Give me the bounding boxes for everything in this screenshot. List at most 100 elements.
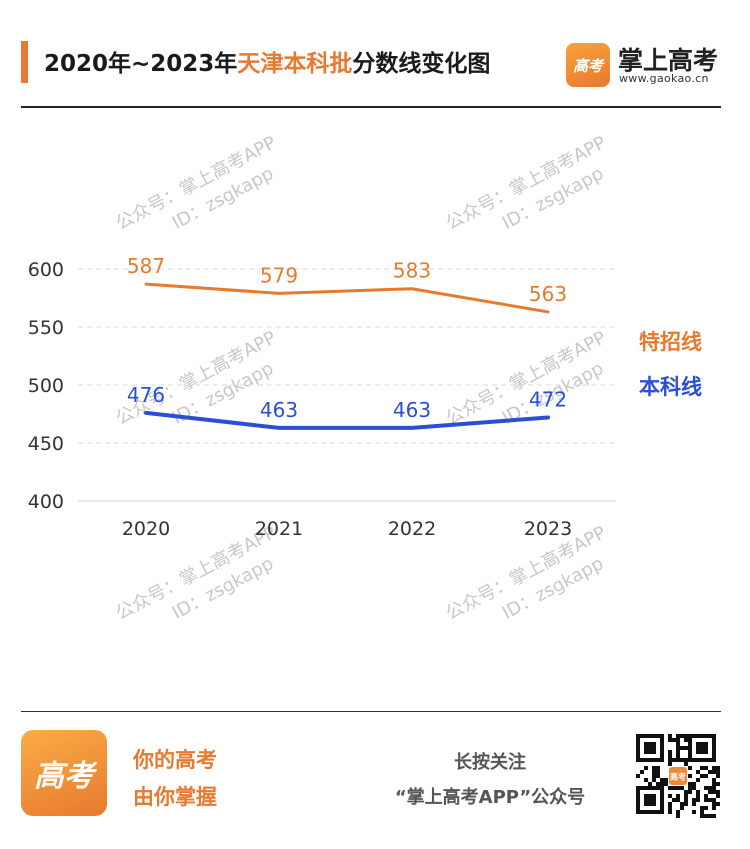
qr-module xyxy=(668,762,672,766)
qr-module xyxy=(676,810,680,814)
axis-layer: 400 450 500 550 600 2020 2021 2022 2023 xyxy=(28,259,572,540)
x-tick-label: 2020 xyxy=(122,518,170,540)
qr-module xyxy=(692,782,696,786)
qr-module xyxy=(672,798,676,802)
qr-module xyxy=(668,786,672,790)
qr-module xyxy=(700,806,704,810)
qr-module xyxy=(700,774,704,778)
qr-module xyxy=(696,778,700,782)
qr-module xyxy=(652,770,656,774)
brand-logo-icon: 高考 xyxy=(566,43,610,87)
qr-code-icon[interactable]: 高考 xyxy=(636,734,720,818)
qr-module xyxy=(688,766,692,770)
qr-module xyxy=(672,786,676,790)
qr-module xyxy=(716,770,720,774)
title-suffix: 分数线变化图 xyxy=(352,51,491,77)
brand-logo[interactable]: 高考 掌上高考 www.gaokao.cn xyxy=(566,41,736,91)
qr-module xyxy=(716,782,720,786)
follow-line2: “掌上高考APP”公众号 xyxy=(394,787,586,808)
qr-module xyxy=(684,794,688,798)
title-prefix: 2020年~2023年 xyxy=(44,51,238,77)
qr-module xyxy=(688,786,692,790)
qr-module xyxy=(696,790,700,794)
qr-module xyxy=(676,746,680,750)
data-point xyxy=(411,288,413,290)
qr-module xyxy=(664,782,668,786)
legend-item: 本科线 xyxy=(639,375,702,399)
qr-module xyxy=(656,782,660,786)
qr-finder xyxy=(644,742,656,754)
qr-module xyxy=(712,786,716,790)
page-title: 2020年~2023年天津本科批分数线变化图 xyxy=(44,44,490,78)
qr-module xyxy=(668,734,672,738)
data-label: 463 xyxy=(260,398,298,422)
data-label: 563 xyxy=(529,282,567,306)
data-label: 579 xyxy=(260,263,298,287)
data-label: 472 xyxy=(529,387,567,411)
qr-module xyxy=(684,758,688,762)
qr-module xyxy=(668,794,672,798)
qr-module xyxy=(692,802,696,806)
qr-module xyxy=(708,790,712,794)
qr-module xyxy=(680,746,684,750)
qr-module xyxy=(676,786,680,790)
follow-line1: 长按关注 xyxy=(454,752,526,773)
qr-module xyxy=(704,798,708,802)
footer-divider xyxy=(21,711,721,712)
qr-module xyxy=(716,774,720,778)
qr-module xyxy=(668,754,672,758)
qr-finder xyxy=(644,794,656,806)
qr-module xyxy=(712,814,716,818)
qr-module xyxy=(636,774,640,778)
qr-module xyxy=(712,782,716,786)
qr-module xyxy=(700,766,704,770)
qr-module xyxy=(696,798,700,802)
qr-module xyxy=(700,810,704,814)
qr-module xyxy=(680,806,684,810)
data-label: 463 xyxy=(393,398,431,422)
qr-module xyxy=(684,798,688,802)
qr-module xyxy=(712,806,716,810)
qr-module xyxy=(668,758,672,762)
qr-module xyxy=(684,802,688,806)
qr-module xyxy=(668,738,672,742)
x-tick-label: 2022 xyxy=(388,518,436,540)
qr-module xyxy=(716,794,720,798)
qr-module xyxy=(652,766,656,770)
brand-url[interactable]: www.gaokao.cn xyxy=(619,72,709,85)
qr-module xyxy=(696,794,700,798)
qr-module xyxy=(656,774,660,778)
x-tick-label: 2021 xyxy=(255,518,303,540)
grid-layer xyxy=(78,268,616,502)
qr-module xyxy=(692,786,696,790)
qr-module xyxy=(676,794,680,798)
qr-module xyxy=(672,738,676,742)
qr-module xyxy=(708,786,712,790)
qr-module xyxy=(688,790,692,794)
qr-module xyxy=(676,798,680,802)
qr-module xyxy=(708,814,712,818)
header: 2020年~2023年天津本科批分数线变化图 高考 掌上高考 www.gaoka… xyxy=(0,0,750,110)
qr-module xyxy=(672,758,676,762)
qr-module xyxy=(652,778,656,782)
qr-module xyxy=(676,758,680,762)
qr-module xyxy=(708,770,712,774)
qr-module xyxy=(704,766,708,770)
qr-module xyxy=(656,766,660,770)
qr-module xyxy=(716,790,720,794)
qr-module xyxy=(704,814,708,818)
app-logo-icon[interactable]: 高考 xyxy=(21,730,107,816)
qr-module xyxy=(696,770,700,774)
x-tick-label: 2023 xyxy=(524,518,572,540)
qr-module xyxy=(644,778,648,782)
qr-module xyxy=(648,782,652,786)
qr-module xyxy=(680,802,684,806)
series-line xyxy=(144,282,550,314)
qr-module xyxy=(668,806,672,810)
series-layer: 587 579 583 563 476 463 463 472 xyxy=(127,254,567,430)
